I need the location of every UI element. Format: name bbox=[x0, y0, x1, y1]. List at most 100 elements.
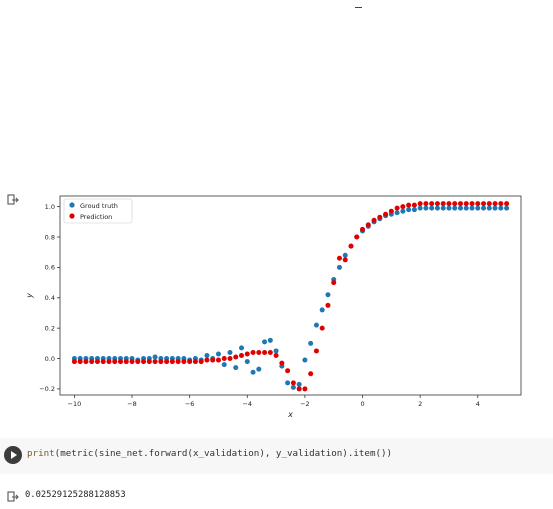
prediction-point bbox=[279, 360, 285, 366]
ground-truth-point bbox=[498, 205, 504, 211]
prediction-point bbox=[169, 359, 175, 365]
prediction-point bbox=[504, 201, 510, 207]
y-tick-label: 0.0 bbox=[45, 355, 55, 363]
prediction-point bbox=[388, 208, 394, 214]
y-tick-label: 0.8 bbox=[45, 233, 55, 241]
prediction-point bbox=[94, 359, 100, 365]
ground-truth-point bbox=[400, 208, 406, 214]
ground-truth-point bbox=[446, 205, 452, 211]
prediction-point bbox=[164, 359, 170, 365]
prediction-point bbox=[469, 201, 475, 207]
ground-truth-point bbox=[239, 345, 245, 351]
prediction-point bbox=[250, 349, 256, 355]
chart-marks bbox=[71, 201, 510, 392]
prediction-point bbox=[313, 348, 319, 354]
prediction-point bbox=[486, 201, 492, 207]
ground-truth-point bbox=[440, 205, 446, 211]
prediction-point bbox=[204, 357, 210, 363]
prediction-point bbox=[262, 349, 268, 355]
code-cell[interactable]: print(metric(sine_net.forward(x_validati… bbox=[0, 438, 553, 474]
ground-truth-point bbox=[406, 207, 412, 213]
ground-truth-point bbox=[434, 205, 440, 211]
ground-truth-point bbox=[233, 365, 239, 371]
prediction-point bbox=[129, 359, 135, 365]
prediction-point bbox=[434, 201, 440, 207]
ground-truth-point bbox=[221, 362, 227, 368]
prediction-point bbox=[244, 351, 250, 357]
prediction-point bbox=[100, 359, 106, 365]
prediction-point bbox=[383, 211, 389, 217]
prediction-point bbox=[406, 202, 412, 208]
prediction-point bbox=[331, 280, 337, 286]
prediction-point bbox=[411, 202, 417, 208]
x-axis-label: x bbox=[287, 410, 293, 419]
y-tick-label: 0.6 bbox=[45, 264, 55, 272]
prediction-point bbox=[423, 201, 429, 207]
y-tick-label: 1.0 bbox=[45, 203, 55, 211]
prediction-point bbox=[285, 368, 291, 374]
ground-truth-point bbox=[290, 384, 296, 390]
legend: Groud truth Prediction bbox=[63, 198, 133, 224]
prediction-point bbox=[267, 349, 273, 355]
ground-truth-point bbox=[273, 348, 279, 354]
ground-truth-point bbox=[342, 252, 348, 258]
x-tick-label: −4 bbox=[242, 400, 252, 408]
x-tick-label: 0 bbox=[360, 400, 364, 408]
x-tick-label: 4 bbox=[476, 400, 480, 408]
prediction-point bbox=[354, 234, 360, 240]
prediction-point bbox=[221, 356, 227, 362]
ground-truth-point bbox=[463, 205, 469, 211]
prediction-point bbox=[319, 325, 325, 331]
ground-truth-point bbox=[481, 205, 487, 211]
ground-truth-point bbox=[486, 205, 492, 211]
prediction-point bbox=[256, 349, 262, 355]
prediction-point bbox=[77, 359, 83, 365]
prediction-point bbox=[181, 359, 187, 365]
run-cell-button[interactable] bbox=[4, 446, 22, 464]
prediction-point bbox=[429, 201, 435, 207]
legend-label-prediction: Prediction bbox=[80, 213, 112, 221]
ground-truth-point bbox=[296, 381, 302, 387]
ground-truth-point bbox=[411, 207, 417, 213]
ground-truth-point bbox=[336, 264, 342, 270]
ground-truth-point bbox=[429, 205, 435, 211]
ground-truth-point bbox=[250, 369, 256, 375]
code-print-token: print bbox=[27, 448, 55, 459]
code-line[interactable]: print(metric(sine_net.forward(x_validati… bbox=[27, 448, 392, 459]
ground-truth-point bbox=[308, 340, 314, 346]
ground-truth-point bbox=[457, 205, 463, 211]
ground-truth-point bbox=[475, 205, 481, 211]
y-tick-label: −0.2 bbox=[39, 385, 55, 393]
ground-truth-point bbox=[452, 205, 458, 211]
prediction-point bbox=[141, 359, 147, 365]
prediction-point bbox=[296, 386, 302, 392]
legend-marker-ground-truth bbox=[69, 202, 75, 208]
prediction-point bbox=[394, 205, 400, 211]
prediction-point bbox=[463, 201, 469, 207]
prediction-point bbox=[89, 359, 95, 365]
prediction-point bbox=[325, 302, 331, 308]
ground-truth-point bbox=[244, 359, 250, 365]
output-arrow-icon[interactable] bbox=[7, 491, 19, 503]
ground-truth-point bbox=[394, 210, 400, 216]
prediction-point bbox=[481, 201, 487, 207]
prediction-point bbox=[452, 201, 458, 207]
x-tick-label: 2 bbox=[418, 400, 422, 408]
ground-truth-point bbox=[215, 351, 221, 357]
prediction-point bbox=[457, 201, 463, 207]
prediction-point bbox=[371, 217, 377, 223]
ground-truth-point bbox=[417, 205, 423, 211]
scatter-plot: −10 −8 −6 −4 −2 0 2 4 −0.2 0.0 0.2 0.4 0.6 0.8 1.0 x y… bbox=[20, 193, 550, 421]
output-arrow-icon[interactable] bbox=[7, 194, 19, 206]
prediction-point bbox=[336, 255, 342, 261]
ground-truth-point bbox=[325, 292, 331, 298]
axis-ticks: −10 −8 −6 −4 −2 0 2 4 −0.2 0.0 0.2 0.4 0.6 0.8 1.0 bbox=[39, 203, 480, 408]
ground-truth-point bbox=[267, 337, 273, 343]
prediction-point bbox=[158, 359, 164, 365]
ground-truth-point bbox=[152, 354, 158, 360]
prediction-point bbox=[227, 356, 233, 362]
prediction-point bbox=[118, 359, 124, 365]
prediction-point bbox=[83, 359, 89, 365]
prediction-point bbox=[302, 386, 308, 392]
prediction-point bbox=[308, 371, 314, 377]
